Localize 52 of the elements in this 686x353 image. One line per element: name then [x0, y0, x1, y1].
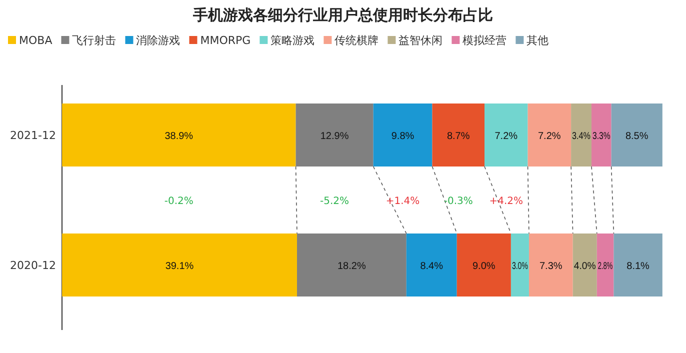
annotation: -0.3% [444, 196, 473, 207]
bar [432, 104, 485, 166]
annotation: +1.4% [386, 196, 420, 207]
data-label: 8.7% [446, 131, 470, 142]
y-tick-label: 2021-12 [10, 129, 56, 142]
data-label: 8.4% [420, 261, 444, 272]
bar [571, 104, 592, 166]
legend-label: 益智休闲 [398, 34, 443, 47]
bar [456, 234, 511, 296]
chart-title: 手机游戏各细分行业用户总使用时长分布占比 [192, 6, 493, 24]
data-label: 12.9% [320, 131, 349, 142]
bar [296, 234, 406, 296]
legend-label: 飞行射击 [72, 34, 116, 47]
data-label: 7.3% [540, 261, 562, 272]
legend-label: 传统棋牌 [334, 34, 379, 47]
bar [591, 104, 612, 166]
bar [614, 234, 662, 296]
data-label: 9.0% [472, 261, 496, 272]
data-label: 38.9% [164, 131, 194, 142]
data-label: 8.1% [626, 261, 650, 272]
bar [373, 104, 432, 166]
data-label: 3.3% [592, 131, 616, 142]
bar [484, 104, 528, 166]
y-tick-label: 2020-12 [10, 259, 56, 272]
data-label: 9.8% [391, 131, 414, 142]
bar [296, 104, 374, 166]
legend-label: MOBA [19, 34, 53, 47]
bar [611, 104, 662, 166]
data-label: 3.0% [512, 261, 535, 272]
bar [62, 234, 297, 296]
annotation: -0.2% [164, 196, 194, 207]
bar [510, 234, 529, 296]
legend-label: 策略游戏 [270, 34, 315, 47]
legend-label: 模拟经营 [462, 34, 507, 47]
legend-label: MMORPG [200, 34, 251, 47]
annotation: -5.2% [320, 196, 350, 207]
data-label: 7.2% [538, 131, 561, 142]
data-label: 7.2% [494, 131, 518, 142]
annotation: +4.2% [489, 196, 524, 207]
bar [596, 234, 614, 296]
legend-label: 消除游戏 [136, 34, 180, 47]
data-label: 8.5% [625, 131, 648, 142]
data-label: 2.8% [598, 261, 621, 272]
bar [572, 234, 597, 296]
data-label: 4.0% [574, 261, 597, 272]
bar [528, 234, 573, 296]
bar [406, 234, 457, 296]
data-label: 39.1% [165, 261, 194, 272]
data-label: 18.2% [338, 261, 366, 272]
bar [62, 104, 296, 166]
bar [528, 104, 572, 166]
legend-label: 其他 [526, 34, 549, 47]
